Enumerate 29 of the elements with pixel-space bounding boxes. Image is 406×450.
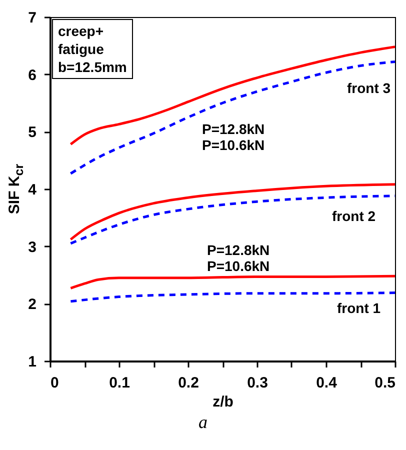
annotation: front 1: [337, 300, 381, 316]
annotation: P=12.8kN: [202, 121, 265, 137]
annotation: P=12.8kN: [207, 242, 270, 258]
line-series: [69, 292, 396, 303]
annotation: P=10.6kN: [207, 258, 270, 274]
y-tick-label: 7: [28, 10, 36, 26]
y-tick-label: 3: [28, 238, 36, 256]
x-tick-label: 0.3: [247, 374, 268, 392]
x-tick-label: 0.4: [316, 374, 338, 392]
line-series: [69, 183, 396, 241]
line-series: [69, 194, 396, 245]
annotation: front 2: [332, 208, 376, 224]
y-tick-label: 1: [28, 354, 36, 370]
y-tick-label: 5: [28, 124, 36, 142]
annotation: front 3: [347, 80, 391, 96]
x-tick-label: 0.1: [109, 374, 130, 392]
x-axis-title: z/b: [212, 394, 234, 410]
line-series: [69, 274, 396, 290]
x-tick-label: 0.5: [374, 374, 396, 392]
text: a: [198, 412, 208, 433]
x-tick-label: 0.2: [178, 374, 199, 392]
annotation: creep+: [58, 22, 105, 40]
annotation: P=10.6kN: [202, 137, 265, 153]
annotation: fatigue: [58, 40, 105, 58]
annotation: b=12.5mm: [58, 58, 127, 76]
y-tick-label: 4: [28, 182, 38, 198]
y-tick-label: 2: [28, 296, 36, 314]
x-tick-label: 0: [50, 374, 59, 392]
y-tick-label: 6: [28, 66, 36, 84]
